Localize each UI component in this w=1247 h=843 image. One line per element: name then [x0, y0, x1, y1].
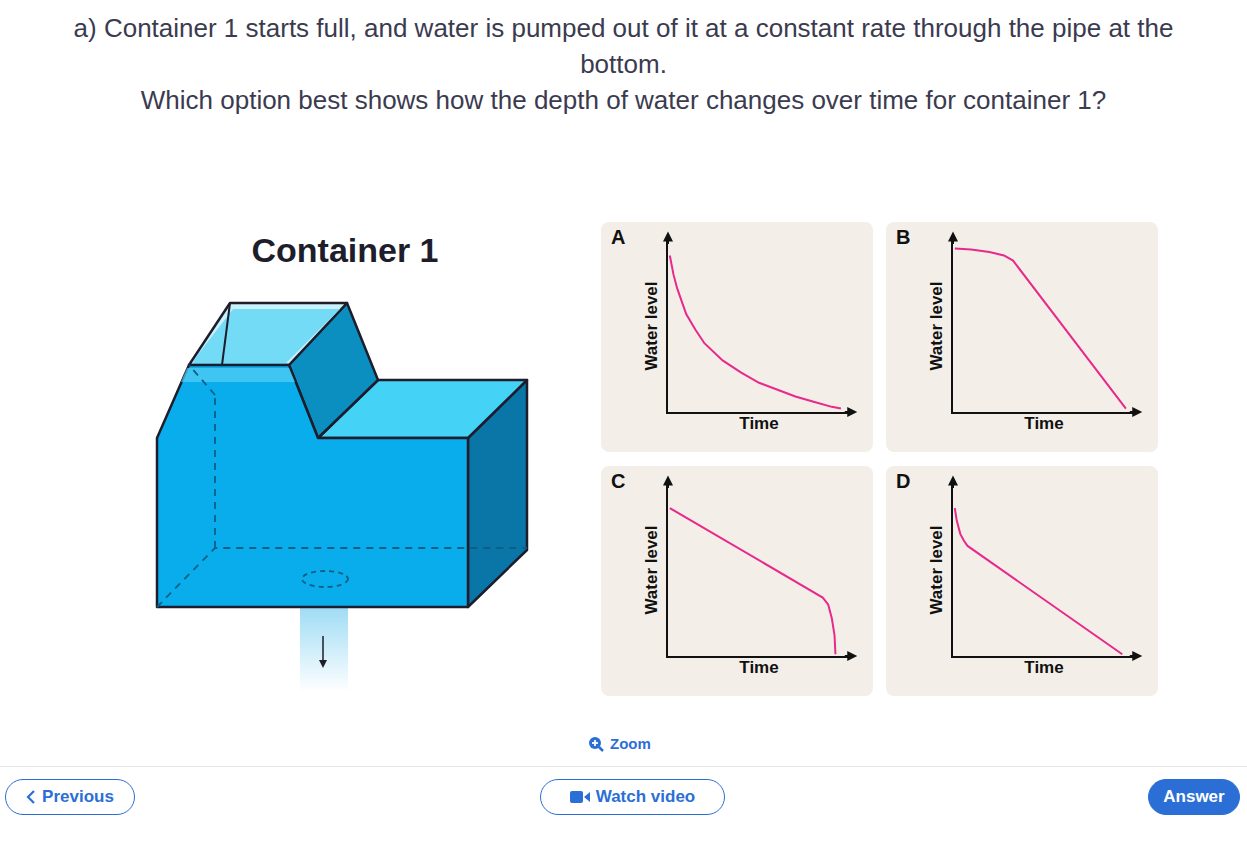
html-text:Answer: Answer — [1163, 787, 1225, 806]
html-text:C: C — [611, 470, 626, 492]
svg-text:Time: Time — [1024, 414, 1063, 433]
svg-text:Water level: Water level — [927, 525, 946, 614]
html-text:Which option best shows how th: Which option best shows how the depth of… — [140, 85, 1107, 115]
svg-text:Water level: Water level — [927, 281, 946, 370]
svg-text:Water level: Water level — [642, 525, 661, 614]
html-text:D: D — [896, 470, 911, 492]
html-text:B: B — [896, 226, 911, 248]
html-text:Watch video: Watch video — [595, 787, 696, 806]
html-text:a) Container 1 starts full, an: a) Container 1 starts full, and water is… — [73, 13, 1174, 79]
html-text:A: A — [611, 226, 626, 248]
svg-text:Container 1: Container 1 — [251, 231, 438, 269]
svg-text:Water level: Water level — [642, 281, 661, 370]
html-text:Zoom: Zoom — [610, 735, 651, 752]
svg-text:Time: Time — [739, 414, 778, 433]
svg-text:Time: Time — [1024, 658, 1063, 677]
svg-text:Time: Time — [739, 658, 778, 677]
html-text:Previous: Previous — [42, 787, 114, 806]
